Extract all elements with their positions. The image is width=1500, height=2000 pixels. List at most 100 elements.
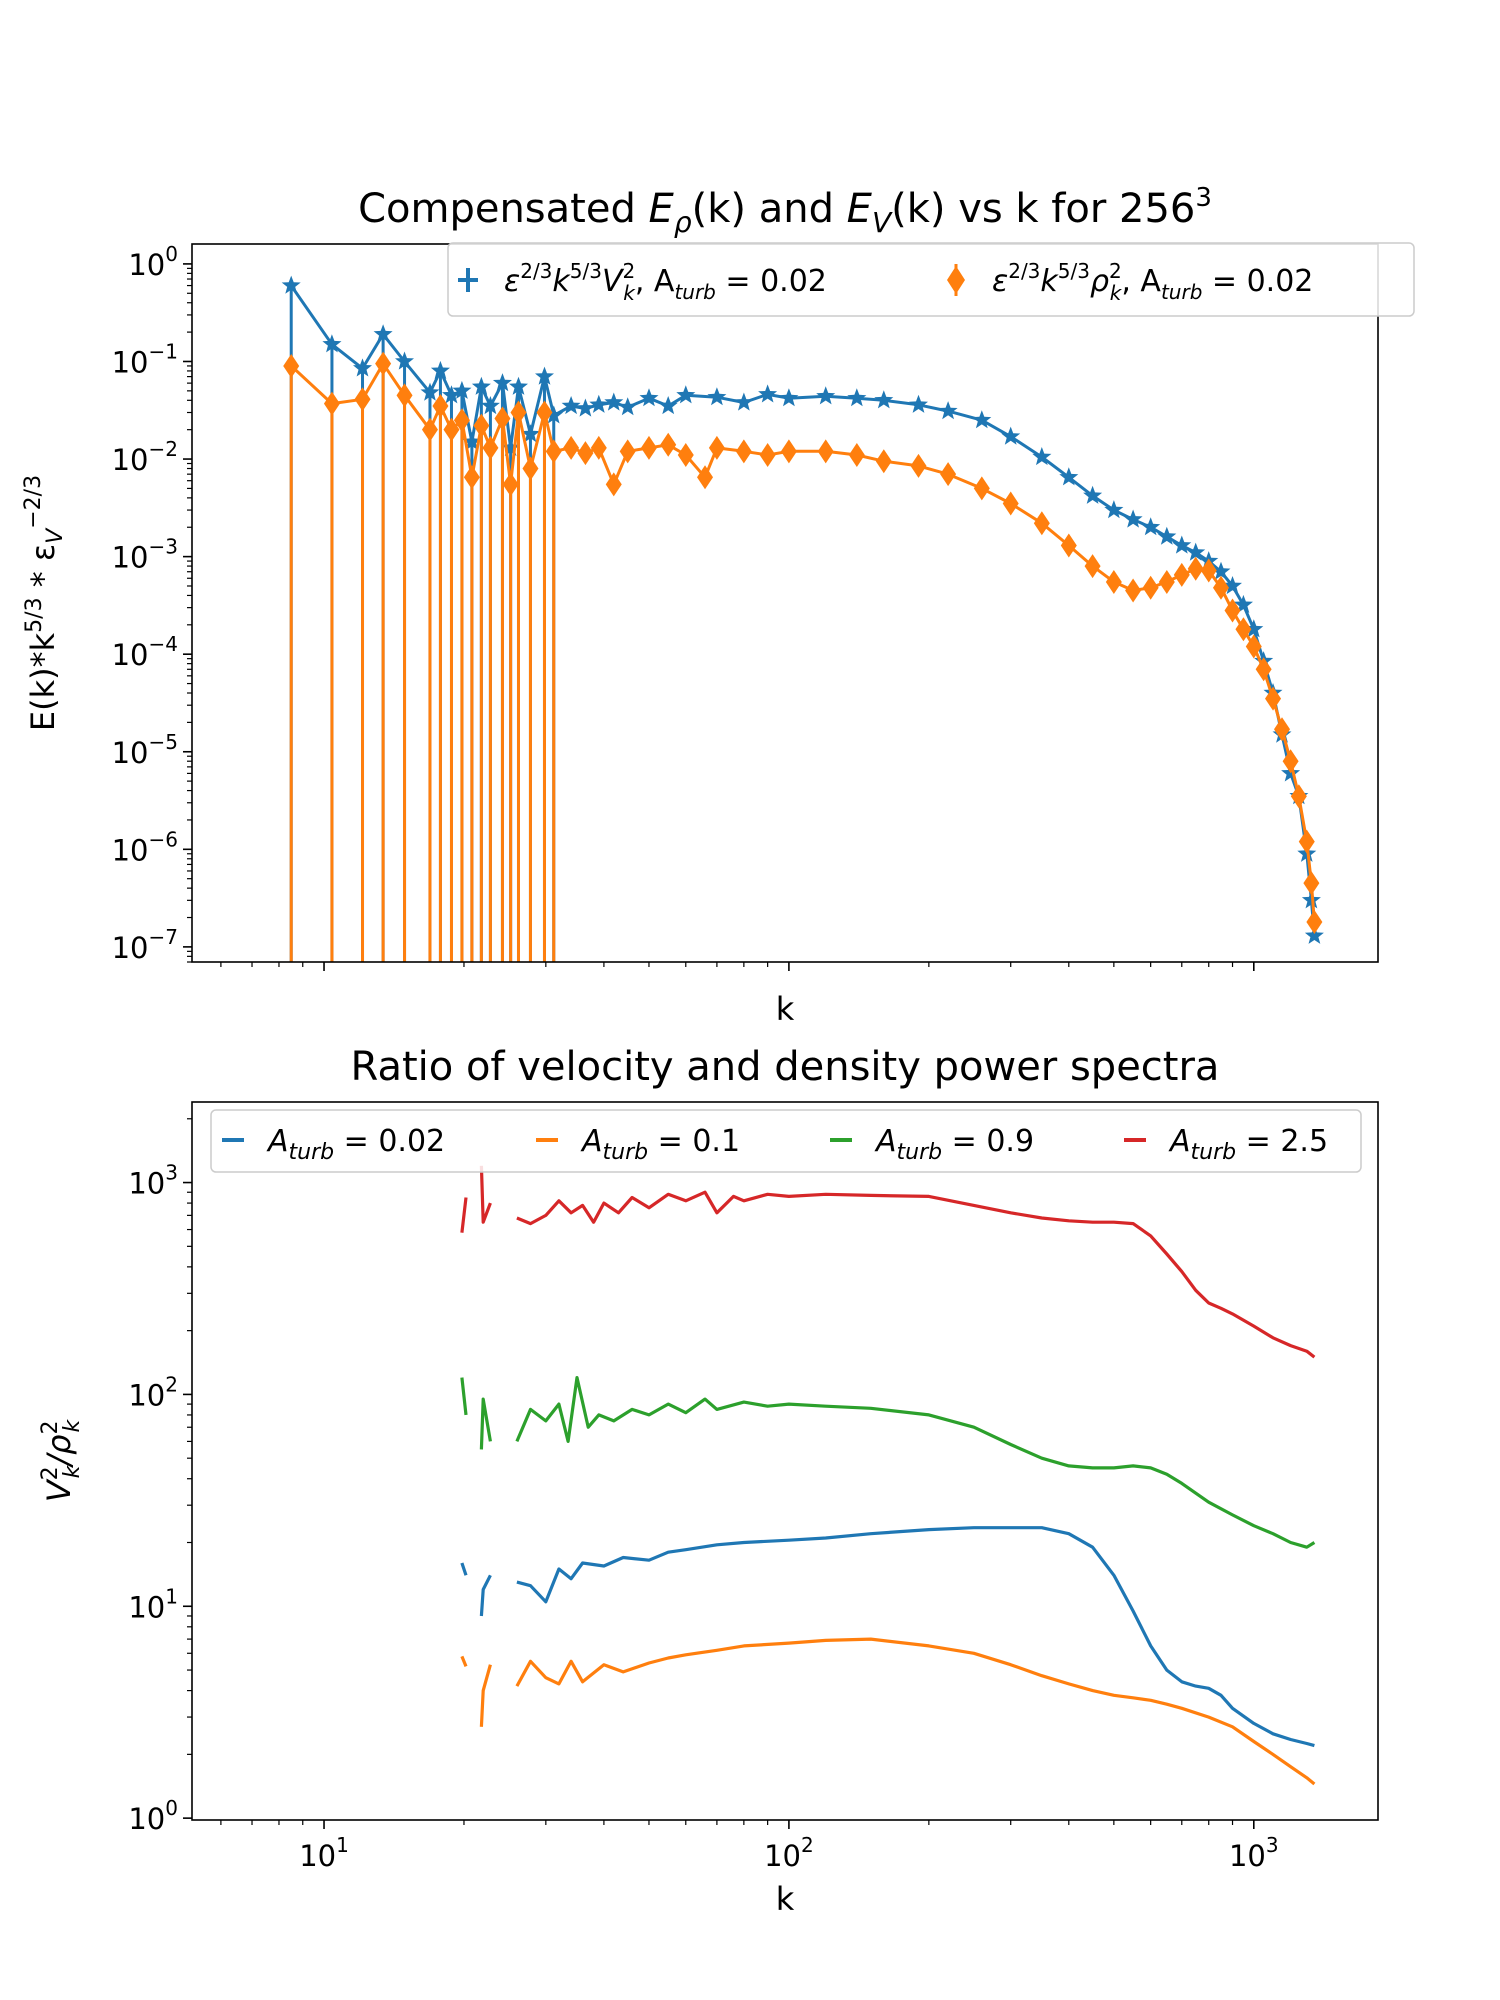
spectrum-panel: 100 10−1 10−2 10−3 10−4 10−5 10−6 10−7 k Compensa… xyxy=(21,183,1415,1028)
data-point-diamond xyxy=(940,462,957,487)
data-point-diamond xyxy=(1245,634,1262,659)
data-point-star xyxy=(535,366,554,385)
legend-entry-label: ε2/3k5/3V2 k, Aturb = 0.02 xyxy=(504,259,827,305)
data-point-star xyxy=(816,386,836,405)
data-point-diamond xyxy=(1306,909,1323,934)
data-point-diamond xyxy=(973,476,990,501)
data-point-diamond xyxy=(1235,617,1252,642)
data-point-star xyxy=(452,380,472,399)
data-point-star xyxy=(509,376,528,395)
data-point-diamond xyxy=(536,400,553,425)
data-point-star xyxy=(480,396,500,415)
data-point-star xyxy=(544,405,564,424)
data-point-star xyxy=(972,410,992,429)
data-point-diamond xyxy=(1224,598,1241,623)
y-tick-label: 100 xyxy=(128,242,178,282)
series-line-blue xyxy=(289,284,1316,936)
data-point-diamond xyxy=(375,351,392,376)
data-point-star xyxy=(430,360,450,379)
data-point-diamond xyxy=(502,472,519,497)
ratio-panel: 100 101 102 103 101 102 103 k Ratio of velocity … xyxy=(38,1044,1379,1918)
data-point-diamond xyxy=(1255,657,1272,682)
legend-box xyxy=(210,1109,1362,1173)
data-point-diamond xyxy=(1002,491,1019,516)
y-tick-label: 10−3 xyxy=(112,535,178,575)
data-point-diamond xyxy=(463,465,480,490)
y-tick-label: 10−2 xyxy=(112,437,178,477)
legend: ε2/3k5/3V2 k, Aturb = 0.02 ε2/3k5/3ρ2 k, At… xyxy=(447,242,1415,317)
data-point-diamond xyxy=(1200,558,1217,583)
legend-entry-label: Aturb = 0.1 xyxy=(580,1124,740,1165)
data-point-star xyxy=(1157,526,1177,545)
data-point-star xyxy=(373,324,393,343)
data-point-diamond xyxy=(482,435,499,460)
data-point-diamond xyxy=(432,393,449,418)
data-point-diamond xyxy=(590,435,607,460)
legend-entry-label: Aturb = 2.5 xyxy=(1168,1124,1328,1165)
data-point-diamond xyxy=(1274,717,1291,742)
data-point-diamond xyxy=(354,387,371,412)
data-point-star xyxy=(618,397,638,416)
data-point-diamond xyxy=(1125,578,1142,603)
data-point-diamond xyxy=(1298,829,1315,854)
data-point-diamond xyxy=(1033,511,1050,536)
data-point-diamond xyxy=(640,435,657,460)
data-point-diamond xyxy=(875,449,892,474)
plot-area xyxy=(460,1165,1316,1786)
y-tick-label: 102 xyxy=(128,1372,178,1412)
data-point-star xyxy=(420,382,440,401)
data-point-star xyxy=(938,401,958,420)
series-line-blue xyxy=(460,1526,1315,1748)
legend-box xyxy=(447,242,1415,317)
y-tick-label: 10−5 xyxy=(112,730,178,770)
data-point-star xyxy=(462,431,482,450)
data-point-diamond xyxy=(1060,533,1077,558)
data-point-star xyxy=(442,385,461,404)
data-point-diamond xyxy=(1158,569,1175,594)
data-point-diamond xyxy=(605,472,622,497)
data-point-diamond xyxy=(453,408,470,433)
data-point-diamond xyxy=(677,443,694,468)
data-point-star xyxy=(471,376,491,395)
data-point-diamond xyxy=(577,441,594,466)
data-point-diamond xyxy=(1142,575,1159,600)
data-point-diamond xyxy=(421,417,438,442)
data-point-star xyxy=(909,394,928,413)
data-point-star xyxy=(1244,619,1264,638)
data-point-star xyxy=(561,396,581,415)
y-tick-label: 103 xyxy=(128,1161,178,1201)
y-tick-label: 10−7 xyxy=(112,925,178,965)
data-point-star xyxy=(575,398,595,417)
data-point-star xyxy=(1172,535,1192,554)
data-point-diamond xyxy=(708,435,725,460)
data-point-star xyxy=(1223,576,1242,595)
data-point-star xyxy=(1032,447,1052,466)
y-tick-label: 10−6 xyxy=(112,827,178,867)
data-point-diamond xyxy=(396,383,413,408)
x-tick-label: 102 xyxy=(764,1833,814,1873)
legend-entry-label: Aturb = 0.9 xyxy=(874,1124,1034,1165)
data-point-star xyxy=(779,388,799,407)
data-point-star xyxy=(1211,561,1231,580)
data-point-star xyxy=(874,390,894,409)
data-point-star xyxy=(658,396,678,415)
data-point-diamond xyxy=(545,439,562,464)
plot-area xyxy=(281,275,1324,962)
x-tick-label: 101 xyxy=(299,1833,349,1873)
plot-frame xyxy=(191,1101,1379,1821)
y-tick-label: 10−1 xyxy=(112,339,178,379)
y-axis-label: E(k)*k5/3 * εV−2/3 xyxy=(21,475,68,731)
data-point-star xyxy=(1104,500,1124,519)
legend: Aturb = 0.02 Aturb = 0.1 Aturb = 0.9 Aturb … xyxy=(210,1109,1362,1173)
data-point-diamond xyxy=(1282,749,1299,774)
data-point-star xyxy=(734,392,754,411)
data-point-diamond xyxy=(735,439,752,464)
data-point-star xyxy=(1123,509,1143,528)
data-point-star xyxy=(758,384,778,403)
plot-frame xyxy=(191,243,1379,963)
data-point-star xyxy=(1233,594,1253,613)
series-line-orange xyxy=(290,362,1316,923)
chart-title: Ratio of velocity and density power spec… xyxy=(351,1044,1220,1090)
data-point-diamond xyxy=(1173,562,1190,587)
